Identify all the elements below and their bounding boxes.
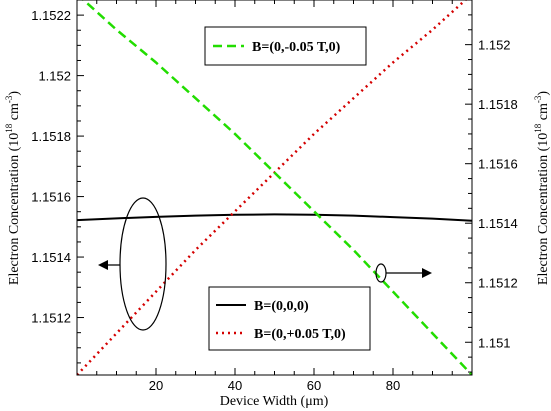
legend-bottom-box <box>208 286 371 351</box>
annotations <box>98 197 432 331</box>
x-tick-label: 40 <box>228 378 242 393</box>
y-left-tick-label: 1.152 <box>38 69 71 84</box>
y-axis-label-right: Electron Concentration (1018 cm-3) <box>533 91 551 286</box>
x-tick-label: 60 <box>307 378 321 393</box>
plot-area <box>77 0 472 375</box>
series-line-dashed <box>81 0 472 375</box>
y-left-tick-label: 1.1522 <box>31 8 71 23</box>
legend-bottom: B=(0,0,0) B=(0,+0.05 T,0) <box>208 286 371 351</box>
series-layer <box>77 0 472 375</box>
y-left-tick-label: 1.1516 <box>31 190 71 205</box>
y-left-tick-label: 1.1514 <box>31 250 71 265</box>
y-right-tick-label: 1.1518 <box>478 97 518 112</box>
x-tick-label: 80 <box>386 378 400 393</box>
legend-bottom-label-2: B=(0,+0.05 T,0) <box>254 327 346 342</box>
legend-top: B=(0,-0.05 T,0) <box>204 26 367 66</box>
y-right-tick-label: 1.152 <box>478 38 511 53</box>
series-line-solid <box>77 213 472 222</box>
y-left-tick-label: 1.1512 <box>31 311 71 326</box>
y-right-tick-label: 1.1514 <box>478 216 518 231</box>
left-arrow-head <box>98 260 108 270</box>
y-left-tick-label: 1.1518 <box>31 129 71 144</box>
y-axis-label-left: Electron Concentration (1018 cm-3) <box>4 91 22 286</box>
legend-bottom-label-1: B=(0,0,0) <box>254 299 309 314</box>
right-arrow-head <box>422 268 432 278</box>
y-right-tick-label: 1.1516 <box>478 157 518 172</box>
x-axis-label: Device Width (μm) <box>220 394 329 409</box>
y-right-tick-label: 1.1512 <box>478 276 518 291</box>
x-tick-label: 20 <box>149 378 163 393</box>
legend-top-label: B=(0,-0.05 T,0) <box>252 40 341 55</box>
y-right-tick-label: 1.151 <box>478 335 511 350</box>
ticks-layer: 20 40 60 80 1.1512 1.1514 1.1516 1.1518 1.152 1.1… <box>31 0 518 393</box>
left-axis-ellipse <box>119 197 167 331</box>
